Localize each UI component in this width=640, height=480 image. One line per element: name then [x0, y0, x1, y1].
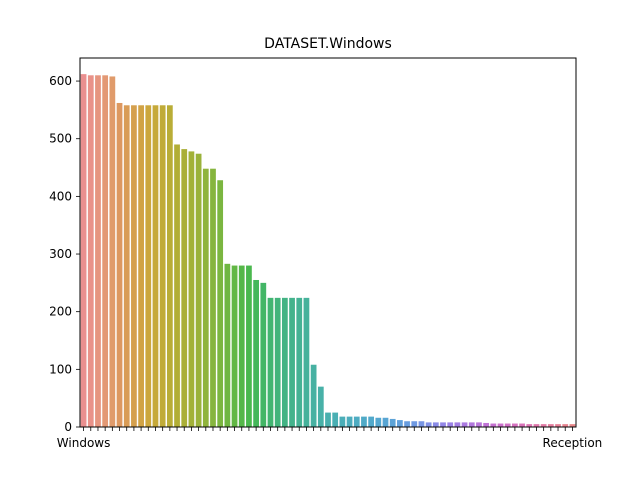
bar	[526, 424, 533, 427]
bar	[95, 75, 101, 428]
bar	[540, 424, 547, 427]
bar	[332, 412, 339, 427]
bar	[533, 424, 540, 427]
bar	[418, 421, 425, 427]
bar	[368, 416, 375, 427]
bar	[504, 423, 511, 427]
bar	[353, 416, 360, 427]
y-tick-label: 0	[64, 420, 72, 434]
bar	[152, 105, 159, 427]
bar	[238, 265, 245, 427]
bar	[468, 422, 475, 427]
bar	[555, 424, 561, 427]
bar	[476, 422, 482, 427]
y-axis: 0 100 200 300 400 500 600	[49, 74, 80, 434]
bar	[109, 76, 116, 427]
bar	[404, 421, 410, 427]
bar	[310, 364, 317, 427]
plot-frame	[79, 57, 577, 428]
bar	[202, 168, 209, 427]
x-tick-label-last: Reception	[543, 436, 603, 450]
bar	[210, 168, 216, 427]
bar	[317, 386, 324, 427]
bar	[325, 412, 331, 427]
bar	[562, 424, 569, 427]
y-tick-label: 100	[49, 362, 72, 376]
bar	[375, 417, 382, 427]
y-tick-label: 500	[49, 132, 72, 146]
bars-group	[80, 74, 576, 428]
bar	[159, 105, 166, 427]
bar	[454, 422, 461, 427]
bar	[447, 422, 454, 427]
bar	[260, 282, 267, 427]
y-tick-label: 600	[49, 74, 72, 88]
x-axis	[83, 427, 573, 431]
bar	[411, 421, 418, 427]
bar	[346, 416, 353, 427]
bar	[267, 297, 274, 427]
y-tick-label: 300	[49, 247, 72, 261]
bar	[217, 180, 224, 427]
bar	[382, 417, 389, 427]
bar	[131, 105, 137, 427]
bar	[519, 423, 525, 427]
bar	[123, 105, 130, 427]
bar	[181, 149, 188, 427]
bar	[102, 75, 109, 428]
bar	[361, 416, 367, 427]
bar	[547, 424, 554, 427]
bar	[138, 105, 144, 427]
x-tick-label-first: Windows	[57, 436, 111, 450]
bar	[296, 297, 303, 427]
bar	[389, 418, 396, 427]
bar	[512, 423, 518, 427]
y-tick-label: 200	[49, 305, 72, 319]
bar	[174, 144, 180, 428]
bar	[303, 297, 310, 427]
bar	[87, 75, 94, 428]
bar	[461, 422, 468, 427]
bar	[195, 153, 202, 427]
bar	[253, 279, 259, 427]
bar	[274, 297, 281, 427]
bar	[281, 297, 288, 427]
bar	[188, 151, 195, 427]
bar	[289, 297, 295, 427]
bar	[483, 422, 490, 427]
bar	[339, 416, 346, 427]
bar	[425, 422, 432, 427]
bar	[80, 74, 87, 427]
bar	[569, 424, 576, 427]
bar	[432, 422, 439, 427]
bar	[145, 105, 152, 427]
y-tick-label: 400	[49, 189, 72, 203]
bar	[397, 420, 403, 427]
bar	[116, 102, 123, 427]
bar	[490, 423, 497, 427]
bar	[246, 265, 252, 427]
bar	[497, 423, 504, 427]
bar	[166, 105, 173, 427]
bar	[224, 263, 231, 427]
bar	[231, 265, 238, 427]
bar	[440, 422, 446, 427]
chart-title: DATASET.Windows	[264, 36, 392, 52]
